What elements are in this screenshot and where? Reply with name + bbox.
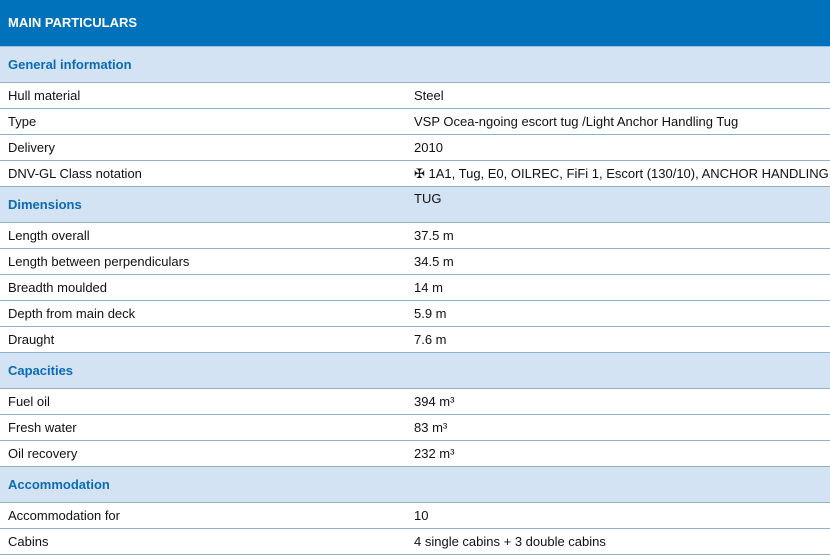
row-label: Depth from main deck: [8, 306, 136, 321]
table-row: Draught 7.6 m: [0, 327, 830, 353]
table-title: MAIN PARTICULARS: [0, 0, 830, 47]
row-label: Accommodation for: [8, 508, 120, 523]
table-row: Depth from main deck 5.9 m: [0, 301, 830, 327]
table-row: Accommodation for 10: [0, 503, 830, 529]
row-label: Delivery: [8, 140, 55, 155]
section-heading: Capacities: [0, 353, 830, 389]
row-value: 5.9 m: [414, 306, 447, 321]
row-value: 4 single cabins + 3 double cabins: [414, 534, 606, 549]
row-value: 232 m³: [414, 446, 455, 461]
table-row: Delivery 2010: [0, 135, 830, 161]
row-value: Steel: [414, 88, 444, 103]
section-heading: General information: [0, 47, 830, 83]
row-label: Length between perpendiculars: [8, 254, 190, 269]
row-label: Length overall: [8, 228, 90, 243]
table-row: Length between perpendiculars 34.5 m: [0, 249, 830, 275]
section-heading: Accommodation: [0, 467, 830, 503]
row-label: Hull material: [8, 88, 81, 103]
row-label: Fuel oil: [8, 394, 50, 409]
row-value: 7.6 m: [414, 332, 447, 347]
row-value: 83 m³: [414, 420, 448, 435]
row-label: Type: [8, 114, 37, 129]
row-value: 2010: [414, 140, 443, 155]
row-value: VSP Ocea-ngoing escort tug /Light Anchor…: [414, 114, 739, 129]
row-label: Draught: [8, 332, 55, 347]
row-label: Cabins: [8, 534, 49, 549]
table-row: Type VSP Ocea-ngoing escort tug /Light An…: [0, 109, 830, 135]
table-row: Breadth moulded 14 m: [0, 275, 830, 301]
table-row: Length overall 37.5 m: [0, 223, 830, 249]
table-row: Oil recovery 232 m³: [0, 441, 830, 467]
row-label: Oil recovery: [8, 446, 78, 461]
section-heading: Dimensions: [0, 187, 830, 223]
row-value: 14 m: [414, 280, 443, 295]
row-value: 394 m³: [414, 394, 455, 409]
particulars-table: General information Hull material Steel Typ…: [0, 47, 830, 555]
table-row: Cabins 4 single cabins + 3 double cabins: [0, 529, 830, 555]
table-row: DNV-GL Class notation ✠ 1A1, Tug, E0, OIL…: [0, 161, 830, 206]
row-label: Breadth moulded: [8, 280, 108, 295]
row-value: 34.5 m: [414, 254, 454, 269]
row-value: 10: [414, 508, 429, 523]
row-label: DNV-GL Class notation: [8, 166, 142, 181]
table-row: Hull material Steel: [0, 83, 830, 109]
row-value: 37.5 m: [414, 228, 454, 243]
row-value: ✠ 1A1, Tug, E0, OILREC, FiFi 1, Escort (…: [414, 166, 829, 206]
table-row: Fresh water 83 m³: [0, 415, 830, 441]
table-row: Fuel oil 394 m³: [0, 389, 830, 415]
row-label: Fresh water: [8, 420, 77, 435]
